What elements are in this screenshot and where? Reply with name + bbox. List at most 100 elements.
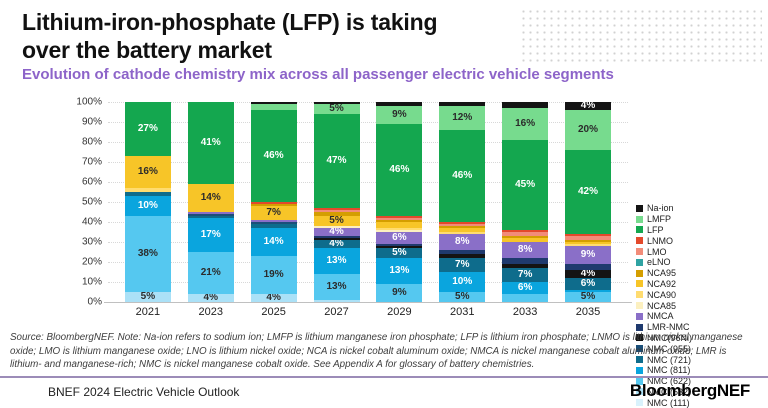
- segment-value-label: 46%: [452, 170, 473, 181]
- legend-label: NMC (111): [647, 397, 690, 408]
- bar-2025: 4% 19% 14% 7% 46%: [250, 102, 297, 303]
- segment-nmca-2027: 4%: [313, 227, 360, 237]
- segment-nmc721-2021: [124, 192, 171, 196]
- segment-value-label: 14%: [200, 192, 221, 203]
- legend-item-nca92: NCA92: [636, 279, 766, 290]
- segment-value-label: 45%: [515, 179, 536, 190]
- segment-value-label: 5%: [140, 291, 156, 302]
- bar-2033: 6% 7% 8% 45% 16%: [502, 102, 549, 302]
- segment-lfp-2033: 45%: [502, 140, 549, 230]
- legend-swatch: [636, 377, 643, 385]
- gridline: [108, 122, 628, 123]
- gridline: [108, 202, 628, 203]
- segment-value-label: 5%: [329, 103, 344, 114]
- x-axis-tick-labels: 2021 2023 2025 2027 2029 2031 2033 2035: [108, 306, 628, 318]
- y-axis-tick-labels: 0% 10% 20% 30% 40% 50% 60% 70% 80% 90% 100%: [58, 97, 102, 308]
- segment-lmrnmc-2033: [502, 258, 549, 264]
- segment-nmc96ni-2029: [376, 246, 423, 248]
- segment-lnmo-2031: [439, 222, 486, 224]
- segment-nmc811-2029: 13%: [376, 258, 423, 284]
- segment-nca92-2033: [502, 238, 549, 242]
- bar-2021: 5% 38% 10% 16% 27%: [124, 102, 171, 302]
- legend-item-nmc811: NMC (811): [636, 365, 766, 376]
- legend-label: NCA92: [647, 278, 677, 289]
- segment-nmc532-2023: 4%: [187, 293, 234, 303]
- y-tick-label: 20%: [81, 256, 102, 268]
- segment-value-label: 6%: [392, 232, 407, 243]
- legend-item-nca85: NCA85: [636, 300, 766, 311]
- segment-nmc622-2029: 9%: [376, 284, 423, 302]
- segment-value-label: 16%: [137, 166, 158, 177]
- segment-value-label: 20%: [577, 124, 598, 135]
- segment-nmc96ni-2027: [313, 238, 360, 240]
- segment-nmc96ni-2031: [439, 254, 486, 258]
- bloombergnef-logo: BloombergNEF: [629, 381, 750, 400]
- segment-nca90-2031: [439, 232, 486, 234]
- y-tick-label: 60%: [81, 176, 102, 188]
- segment-value-label: 5%: [455, 291, 470, 302]
- gridline: [108, 102, 628, 103]
- segment-nmca-2029: 6%: [376, 232, 423, 244]
- segment-value-label: 46%: [389, 164, 410, 175]
- segment-nmc721-2033: 7%: [502, 268, 549, 282]
- segment-lmfp-2029: 9%: [376, 106, 423, 124]
- segment-lnmo-2025: [250, 202, 297, 204]
- legend-label: LMFP: [647, 214, 672, 225]
- legend-label: LMO: [647, 246, 667, 257]
- segment-value-label: 13%: [389, 265, 410, 276]
- segment-value-label: 7%: [266, 207, 281, 218]
- segment-nca90-2035: [565, 244, 611, 246]
- bar-2023: 4% 21% 17% 14% 41%: [187, 102, 234, 303]
- segment-value-label: 38%: [137, 248, 158, 259]
- segment-lmo-2031: [439, 224, 486, 226]
- segment-nmc721-2027: 4%: [313, 238, 360, 249]
- x-tick-label-2025: 2025: [261, 306, 286, 318]
- y-tick-label: 80%: [81, 136, 102, 148]
- legend-item-nmc622: NMC (622): [636, 376, 766, 387]
- x-tick-label-2035: 2035: [575, 306, 601, 318]
- segment-nmc811-2031: 10%: [439, 272, 486, 292]
- page-title: Lithium-iron-phosphate (LFP) is taking o…: [22, 8, 438, 64]
- x-tick-label-2021: 2021: [135, 306, 161, 318]
- x-tick-label-2029: 2029: [387, 306, 412, 318]
- plot-area: 5% 38% 10% 16% 27% 4% 21% 17% 14% 41% 4% 19% 14% 7% 46…: [108, 101, 628, 303]
- legend-swatch: [636, 312, 643, 320]
- legend-label: NMC (622): [647, 376, 692, 387]
- segment-nca90-2029: [376, 228, 423, 230]
- legend-swatch: [636, 237, 643, 245]
- segment-nmc721-2031: 7%: [439, 258, 486, 272]
- segment-nmc955-2025: [250, 222, 297, 224]
- legend-item-lmo: LMO: [636, 246, 766, 257]
- legend-label: NMC (955): [647, 343, 692, 354]
- segment-lfp-2029: 46%: [376, 124, 423, 216]
- segment-nca95-2025: [250, 204, 297, 206]
- legend-swatch: [636, 248, 643, 256]
- y-tick-label: 0%: [87, 296, 102, 308]
- segment-value-label: 7%: [455, 259, 470, 270]
- legend-label: LFP: [647, 224, 664, 235]
- segment-nca92-2025: 7%: [250, 206, 297, 220]
- segment-naion-2031: [439, 102, 486, 106]
- legend-swatch: [636, 204, 643, 212]
- segment-lfp-2023: 41%: [187, 102, 234, 184]
- legend-swatch: [636, 226, 643, 234]
- legend-item-elno: eLNO: [636, 257, 766, 268]
- segment-nmc721-2029: 5%: [376, 248, 423, 258]
- legend-swatch: [636, 291, 643, 299]
- title-line-1: Lithium-iron-phosphate (LFP) is taking: [22, 9, 438, 35]
- segment-value-label: 5%: [580, 291, 596, 302]
- segment-value-label: 21%: [200, 267, 221, 278]
- segment-lmfp-2033: 16%: [502, 108, 549, 140]
- footer: BNEF 2024 Electric Vehicle Outlook Bloom…: [0, 378, 768, 406]
- x-tick-label-2031: 2031: [450, 306, 475, 318]
- legend-label: NCA90: [647, 289, 677, 300]
- legend-label: NCA95: [647, 268, 677, 279]
- segment-nmc622-2025: 19%: [250, 256, 297, 294]
- segment-value-label: 12%: [452, 112, 473, 123]
- segment-value-label: 6%: [517, 282, 533, 293]
- segment-lmfp-2027: 5%: [313, 103, 360, 114]
- segment-nmca-2023: [187, 212, 234, 214]
- legend-swatch: [636, 302, 643, 310]
- segment-value-label: 4%: [329, 238, 344, 249]
- x-tick-label-2033: 2033: [512, 306, 538, 318]
